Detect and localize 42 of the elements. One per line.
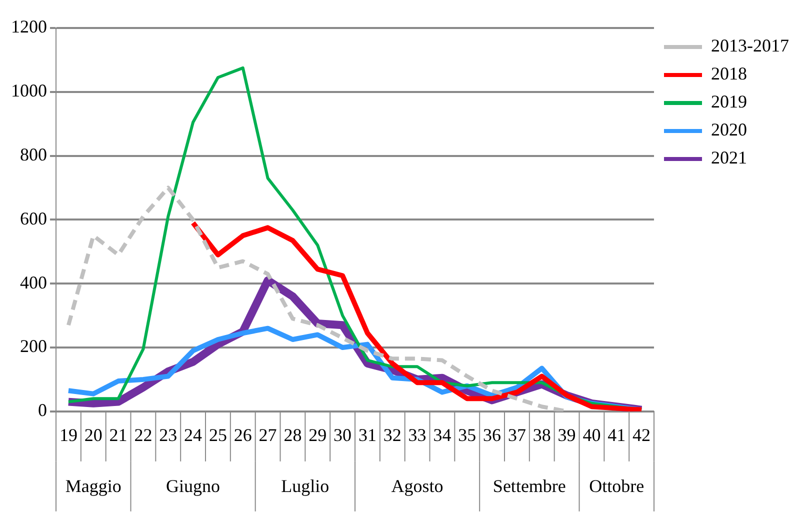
x-tick-label: 36: [483, 424, 502, 445]
text: Ottobre: [589, 476, 644, 496]
y-tick-label: 800: [20, 144, 47, 165]
y-tick-label: 1200: [11, 16, 47, 37]
legend-label: 2019: [711, 92, 748, 112]
x-tick-label: 31: [358, 424, 376, 445]
x-tick-label: 26: [234, 424, 252, 445]
x-tick-label: 25: [208, 424, 227, 445]
text: Maggio: [65, 476, 122, 496]
x-tick-label: 37: [508, 424, 526, 445]
y-tick-label: 1000: [11, 80, 47, 101]
x-tick-label: 24: [184, 424, 202, 445]
x-tick-label: 29: [308, 424, 327, 445]
x-tick-label: 34: [433, 424, 452, 445]
x-tick-label: 38: [532, 424, 551, 445]
x-tick-label: 19: [59, 424, 78, 445]
y-tick-label: 0: [38, 400, 47, 420]
legend-label: 2020: [711, 120, 748, 140]
text: Agosto: [391, 476, 444, 496]
x-tick-label: 21: [109, 424, 128, 445]
x-tick-label: 20: [84, 424, 102, 445]
x-tick-label: 28: [284, 424, 302, 445]
text: Settembre: [492, 476, 566, 496]
legend-label: 2018: [711, 64, 748, 84]
x-tick-label: 30: [334, 424, 352, 445]
x-tick-label: 33: [408, 424, 426, 445]
y-tick-label: 200: [20, 336, 47, 356]
x-tick-label: 22: [134, 424, 152, 445]
x-tick-label: 40: [582, 424, 601, 445]
y-tick-label: 400: [20, 272, 47, 292]
x-tick-label: 27: [258, 424, 277, 445]
x-tick-label: 39: [558, 424, 576, 445]
legend-label: 2021: [711, 148, 748, 168]
x-tick-label: 32: [383, 424, 402, 445]
x-tick-label: 41: [608, 424, 626, 445]
x-tick-label: 23: [159, 424, 178, 445]
text: Giugno: [166, 476, 220, 496]
legend-label: 2013-2017: [711, 36, 790, 56]
y-tick-label: 600: [20, 208, 47, 228]
x-tick-label: 35: [458, 424, 476, 445]
x-tick-label: 42: [632, 424, 651, 445]
text: Luglio: [281, 476, 330, 496]
